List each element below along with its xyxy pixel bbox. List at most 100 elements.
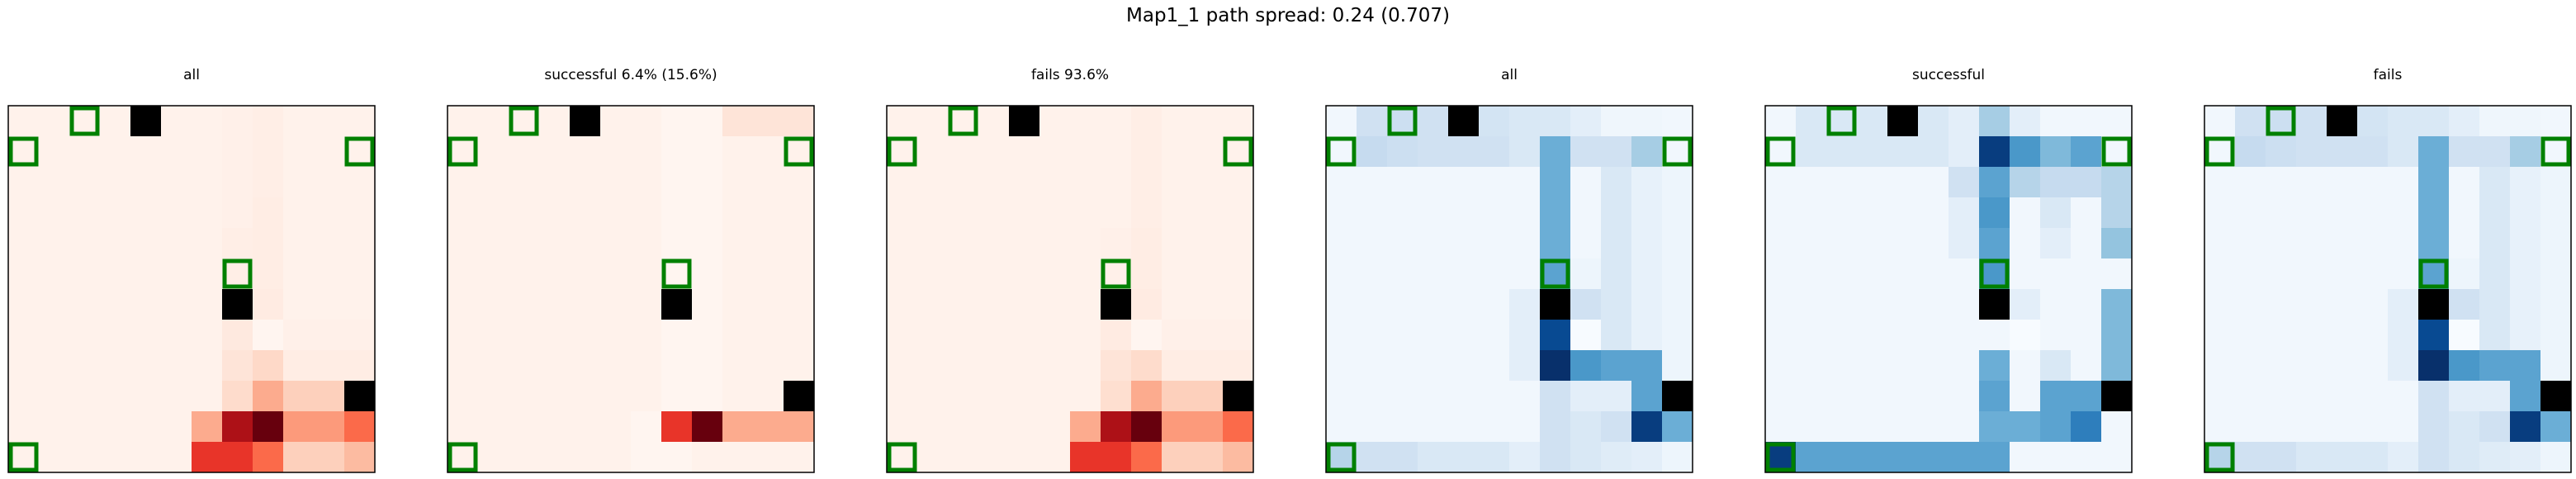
heatmap-cell xyxy=(1070,289,1101,320)
heatmap-cell xyxy=(1979,106,2010,137)
heatmap-cell xyxy=(161,167,192,198)
heatmap-cell xyxy=(100,167,131,198)
heatmap-panel-1 xyxy=(7,105,376,473)
heatmap-cell xyxy=(1540,167,1571,198)
heatmap-cell xyxy=(314,136,345,168)
heatmap-cell xyxy=(1540,350,1571,382)
heatmap-cell xyxy=(253,442,284,473)
heatmap-cell xyxy=(447,289,479,320)
heatmap-cell xyxy=(600,167,632,198)
heatmap-cell xyxy=(2479,228,2511,259)
wall-cell xyxy=(2540,381,2572,412)
heatmap-cell xyxy=(1826,289,1858,320)
heatmap-cell xyxy=(1326,197,1357,229)
heatmap-cell xyxy=(1009,136,1040,168)
heatmap-cell xyxy=(1070,167,1101,198)
heatmap-cell xyxy=(1039,167,1071,198)
heatmap-cell xyxy=(570,289,601,320)
heatmap-cell xyxy=(2388,197,2419,229)
heatmap-cell xyxy=(344,136,376,168)
heatmap-cell xyxy=(1509,381,1541,412)
heatmap-cell xyxy=(161,320,192,351)
panel-frame xyxy=(447,105,815,473)
heatmap-cell xyxy=(917,289,949,320)
heatmap-cell xyxy=(722,320,754,351)
wall-cell xyxy=(1009,106,1040,137)
heatmap-cell xyxy=(8,106,40,137)
heatmap-cell xyxy=(1601,411,1632,443)
heatmap-cell xyxy=(1357,228,1388,259)
heatmap-cell xyxy=(631,106,662,137)
heatmap-cell xyxy=(1949,106,1980,137)
heatmap-cell xyxy=(1101,350,1132,382)
heatmap-cell xyxy=(600,136,632,168)
heatmap-cell xyxy=(753,167,784,198)
wall-cell xyxy=(2101,381,2133,412)
heatmap-cell xyxy=(1662,258,1693,290)
heatmap-cell xyxy=(283,320,315,351)
heatmap-cell xyxy=(539,228,571,259)
heatmap-cell xyxy=(1131,320,1163,351)
goal-marker xyxy=(1979,258,2010,289)
heatmap-cell xyxy=(1887,258,1919,290)
heatmap-cell xyxy=(1826,411,1858,443)
heatmap-cell xyxy=(161,381,192,412)
heatmap-cell xyxy=(344,258,376,290)
heatmap-cell xyxy=(1162,167,1193,198)
goal-marker xyxy=(1326,136,1357,167)
heatmap-cell xyxy=(1101,228,1132,259)
heatmap-cell xyxy=(222,106,253,137)
heatmap-cell xyxy=(722,381,754,412)
heatmap-cell xyxy=(192,381,223,412)
heatmap-cell xyxy=(1631,381,1663,412)
heatmap-cell xyxy=(692,167,723,198)
heatmap-cell xyxy=(1979,411,2010,443)
heatmap-cell xyxy=(570,350,601,382)
heatmap-cell xyxy=(1223,411,1254,443)
goal-marker xyxy=(2101,136,2132,167)
heatmap-cell xyxy=(447,442,479,473)
heatmap-cell xyxy=(314,289,345,320)
goal-marker xyxy=(69,106,100,136)
heatmap-cell xyxy=(539,106,571,137)
heatmap-cell xyxy=(2357,320,2389,351)
heatmap-cell xyxy=(130,289,162,320)
heatmap-cell xyxy=(1601,136,1632,168)
heatmap-cell xyxy=(1192,197,1224,229)
heatmap-cell xyxy=(2204,136,2236,168)
heatmap-cell xyxy=(722,411,754,443)
heatmap-cell xyxy=(1949,320,1980,351)
heatmap-cell xyxy=(2540,411,2572,443)
heatmap-cell xyxy=(917,320,949,351)
heatmap-cell xyxy=(222,411,253,443)
heatmap-cell xyxy=(1857,228,1888,259)
heatmap-cell xyxy=(917,411,949,443)
heatmap-cell xyxy=(948,228,979,259)
heatmap-cell xyxy=(1887,289,1919,320)
heatmap-cell xyxy=(344,197,376,229)
heatmap-cell xyxy=(161,350,192,382)
heatmap-cell xyxy=(1387,228,1418,259)
heatmap-cell xyxy=(1223,228,1254,259)
heatmap-cell xyxy=(1192,258,1224,290)
heatmap-cell xyxy=(1039,136,1071,168)
heatmap-cell xyxy=(283,411,315,443)
heatmap-cell xyxy=(2357,442,2389,473)
heatmap-cell xyxy=(753,289,784,320)
heatmap-cell xyxy=(1857,289,1888,320)
heatmap-cell xyxy=(1357,442,1388,473)
goal-marker xyxy=(1223,136,1253,167)
heatmap-cell xyxy=(1479,350,1510,382)
goal-marker xyxy=(1826,106,1857,136)
heatmap-cell xyxy=(1570,411,1602,443)
heatmap-cell xyxy=(509,167,540,198)
heatmap-cell xyxy=(1857,136,1888,168)
heatmap-cell xyxy=(917,136,949,168)
heatmap-cell xyxy=(1765,442,1797,473)
heatmap-cell xyxy=(1039,197,1071,229)
heatmap-cell xyxy=(130,350,162,382)
panel-frame xyxy=(1764,105,2133,473)
heatmap-cell xyxy=(692,228,723,259)
heatmap-cell xyxy=(753,106,784,137)
heatmap-cell xyxy=(1448,381,1480,412)
